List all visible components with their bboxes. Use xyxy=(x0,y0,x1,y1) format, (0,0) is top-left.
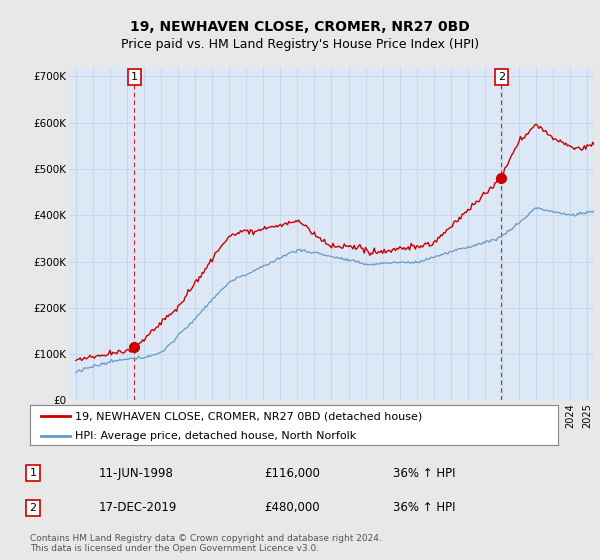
Text: 11-JUN-1998: 11-JUN-1998 xyxy=(99,466,174,480)
Text: £480,000: £480,000 xyxy=(264,501,320,515)
Text: 19, NEWHAVEN CLOSE, CROMER, NR27 0BD (detached house): 19, NEWHAVEN CLOSE, CROMER, NR27 0BD (de… xyxy=(75,411,422,421)
Text: Contains HM Land Registry data © Crown copyright and database right 2024.
This d: Contains HM Land Registry data © Crown c… xyxy=(30,534,382,553)
Text: 1: 1 xyxy=(131,72,138,82)
Text: 1: 1 xyxy=(29,468,37,478)
Text: 2: 2 xyxy=(29,503,37,513)
Text: Price paid vs. HM Land Registry's House Price Index (HPI): Price paid vs. HM Land Registry's House … xyxy=(121,38,479,50)
Text: HPI: Average price, detached house, North Norfolk: HPI: Average price, detached house, Nort… xyxy=(75,431,356,441)
Text: £116,000: £116,000 xyxy=(264,466,320,480)
Text: 17-DEC-2019: 17-DEC-2019 xyxy=(99,501,178,515)
Text: 2: 2 xyxy=(498,72,505,82)
Text: 19, NEWHAVEN CLOSE, CROMER, NR27 0BD: 19, NEWHAVEN CLOSE, CROMER, NR27 0BD xyxy=(130,20,470,34)
Text: 36% ↑ HPI: 36% ↑ HPI xyxy=(393,466,455,480)
Text: 36% ↑ HPI: 36% ↑ HPI xyxy=(393,501,455,515)
